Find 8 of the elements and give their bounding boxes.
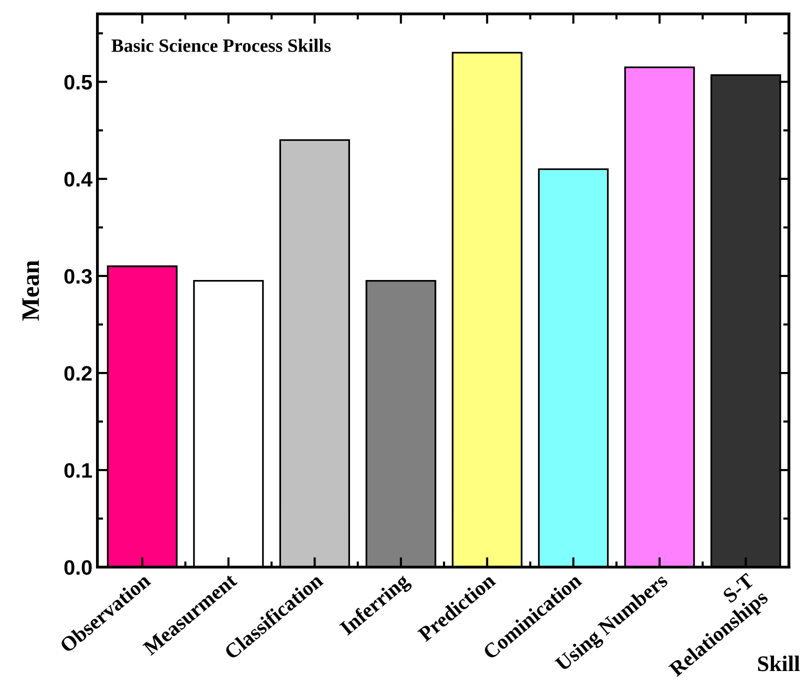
y-tick-label: 0.5 (64, 74, 92, 90)
y-tick-label: 0.3 (64, 268, 92, 284)
y-tick-label: 0.0 (64, 560, 92, 575)
y-tick-label: 0.1 (64, 463, 92, 478)
text: Basic Science Process Skills (112, 38, 331, 52)
y-tick-label: 0.2 (64, 366, 92, 381)
y-axis-title: Mean (22, 260, 40, 321)
y-tick-label: 0.4 (64, 172, 92, 187)
